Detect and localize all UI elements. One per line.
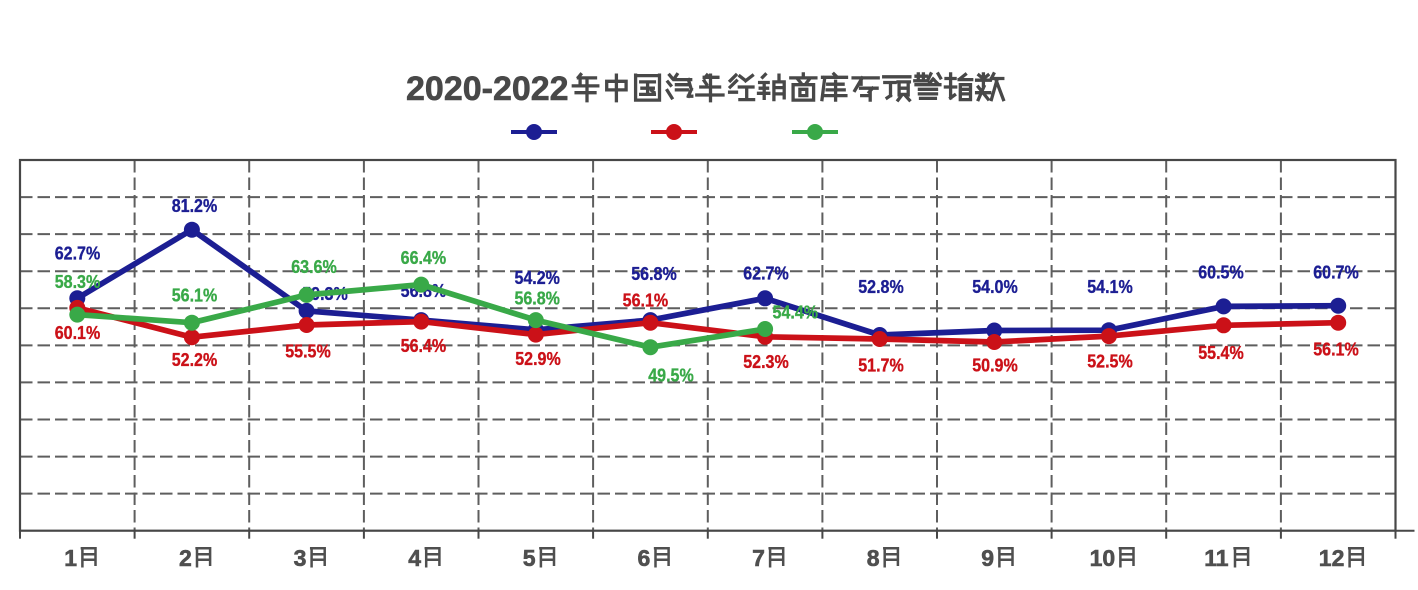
- svg-text:54.2%: 54.2%: [514, 267, 560, 288]
- svg-text:54.0%: 54.0%: [972, 276, 1018, 297]
- svg-text:12: 12: [1319, 545, 1345, 571]
- svg-text:9: 9: [981, 545, 994, 571]
- svg-text:6: 6: [638, 545, 651, 571]
- svg-text:52.3%: 52.3%: [743, 351, 789, 372]
- svg-text:81.2%: 81.2%: [172, 195, 218, 216]
- svg-text:62.7%: 62.7%: [743, 262, 789, 283]
- svg-text:60.7%: 60.7%: [1313, 262, 1359, 283]
- svg-text:60.5%: 60.5%: [1198, 262, 1244, 283]
- svg-text:62.7%: 62.7%: [55, 243, 101, 264]
- svg-text:56.8%: 56.8%: [631, 263, 677, 284]
- svg-text:56.4%: 56.4%: [401, 335, 447, 356]
- svg-text:2: 2: [179, 545, 192, 571]
- svg-text:8: 8: [867, 545, 880, 571]
- svg-text:2020-2022: 2020-2022: [406, 70, 569, 108]
- svg-text:49.5%: 49.5%: [648, 365, 694, 386]
- svg-text:50.9%: 50.9%: [972, 354, 1018, 375]
- svg-text:56.8%: 56.8%: [514, 287, 560, 308]
- svg-text:52.5%: 52.5%: [1087, 351, 1133, 372]
- svg-text:52.2%: 52.2%: [172, 349, 218, 370]
- svg-text:60.1%: 60.1%: [55, 322, 101, 343]
- svg-text:55.5%: 55.5%: [285, 341, 331, 362]
- svg-text:54.4%: 54.4%: [773, 302, 819, 323]
- svg-text:56.1%: 56.1%: [1313, 338, 1359, 359]
- svg-text:56.1%: 56.1%: [172, 285, 218, 306]
- svg-text:3: 3: [294, 545, 307, 571]
- svg-text:11: 11: [1204, 545, 1229, 571]
- svg-text:1: 1: [64, 545, 77, 571]
- svg-text:58.3%: 58.3%: [55, 271, 101, 292]
- svg-text:7: 7: [752, 545, 765, 571]
- svg-text:52.8%: 52.8%: [858, 276, 904, 297]
- svg-text:55.4%: 55.4%: [1198, 342, 1244, 363]
- svg-text:63.6%: 63.6%: [291, 256, 337, 277]
- svg-text:56.1%: 56.1%: [623, 289, 669, 310]
- svg-text:10: 10: [1090, 545, 1116, 571]
- svg-text:4: 4: [408, 545, 421, 571]
- svg-text:54.1%: 54.1%: [1087, 276, 1133, 297]
- svg-text:66.4%: 66.4%: [401, 247, 447, 268]
- svg-text:51.7%: 51.7%: [858, 354, 904, 375]
- svg-text:52.9%: 52.9%: [515, 348, 561, 369]
- svg-text:5: 5: [523, 545, 536, 571]
